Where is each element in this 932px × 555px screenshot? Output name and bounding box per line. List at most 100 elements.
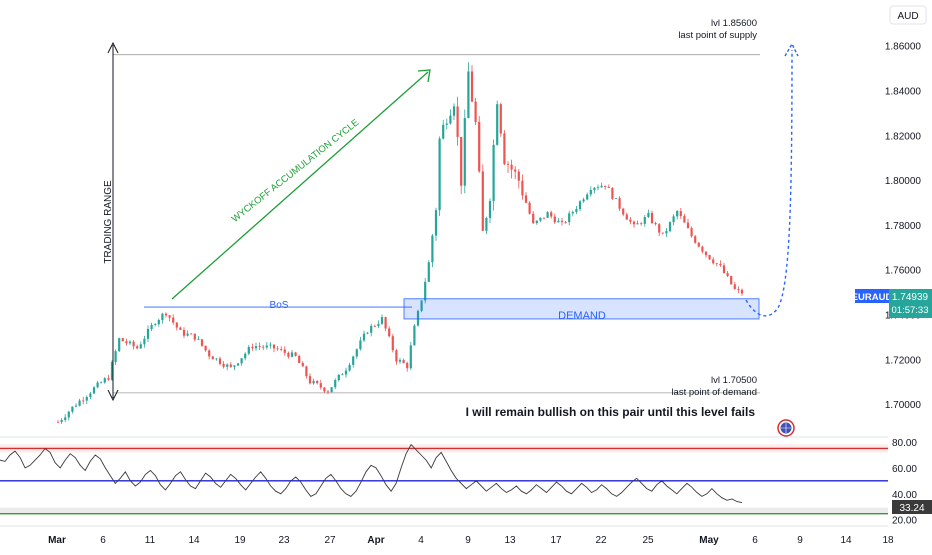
candle-body — [575, 209, 578, 212]
candle-body — [96, 382, 99, 388]
candle-body — [366, 332, 369, 334]
candle-body — [308, 376, 312, 384]
currency-box[interactable] — [889, 5, 927, 25]
price-tick-label: 1.72000 — [885, 355, 922, 366]
candle-body — [71, 406, 74, 412]
candle-body — [503, 133, 506, 165]
candle-body — [398, 359, 402, 362]
time-tick-label: 11 — [145, 535, 156, 546]
time-tick-label: 13 — [504, 535, 516, 546]
candle-body — [672, 216, 675, 223]
candle-body — [100, 382, 103, 384]
rsi-tick-label: 20.00 — [892, 516, 917, 527]
time-tick-label: 18 — [882, 535, 894, 546]
rsi-tick-label: 40.00 — [892, 490, 917, 501]
candle-body — [143, 338, 146, 345]
candle-body — [211, 356, 214, 360]
candle-body — [625, 214, 628, 220]
candle-body — [344, 370, 348, 375]
candle-body — [283, 349, 286, 353]
last-price-label: 1.74939 — [892, 292, 929, 303]
time-tick-label: 23 — [278, 535, 290, 546]
candle-body — [326, 391, 330, 393]
wyckoff-arrow — [171, 71, 429, 300]
time-tick-label: 22 — [595, 535, 607, 546]
candle-body — [388, 328, 391, 337]
candle-body — [218, 358, 222, 364]
candle-body — [348, 364, 351, 371]
rsi-value-tag — [892, 500, 932, 514]
candle-body — [355, 349, 358, 357]
symbol-tag[interactable] — [855, 289, 889, 303]
candle-body — [56, 421, 60, 423]
candle-body — [737, 288, 740, 290]
demand-zone — [403, 298, 760, 320]
candle-body — [78, 400, 81, 406]
candle-body — [92, 387, 96, 394]
candle-body — [334, 380, 337, 388]
candle-body — [571, 211, 574, 214]
candle-body — [395, 350, 398, 362]
candle-body — [330, 387, 333, 393]
demand-level-label: lvl 1.70500 — [711, 375, 757, 386]
candle-body — [712, 259, 715, 264]
time-tick-label: 27 — [324, 535, 336, 546]
candle-body — [186, 333, 189, 336]
candle-body — [265, 345, 268, 348]
candle-body — [175, 322, 178, 328]
candle-body — [697, 242, 700, 247]
candle-body — [683, 216, 686, 223]
candle-body — [690, 228, 693, 237]
candle-body — [564, 221, 567, 223]
price-tick-label: 1.70000 — [885, 400, 922, 411]
candle-body — [280, 349, 283, 351]
candle-body — [636, 223, 639, 225]
candle-body — [553, 216, 556, 223]
candle-body — [485, 217, 488, 231]
price-tick-label: 1.86000 — [885, 42, 922, 53]
candle-body — [301, 363, 304, 367]
candle-body — [110, 362, 114, 380]
time-tick-label: 14 — [188, 535, 200, 546]
candle-body — [524, 195, 528, 203]
candle-body — [290, 352, 294, 357]
candle-body — [370, 325, 373, 333]
candle-body — [269, 344, 272, 346]
rsi-line — [0, 443, 743, 504]
candle-body — [431, 235, 434, 263]
candle-body — [136, 346, 139, 349]
candle-body — [236, 363, 240, 366]
candle-body — [172, 317, 175, 323]
candle-body — [463, 118, 466, 186]
candle-body — [535, 220, 538, 224]
candle-body — [722, 265, 726, 274]
candle-body — [64, 417, 67, 420]
time-tick-label: May — [699, 535, 719, 546]
candle-body — [377, 323, 380, 326]
candle-body — [614, 198, 618, 200]
candle-body — [89, 393, 92, 398]
candle-body — [539, 217, 542, 221]
candle-body — [373, 325, 376, 327]
candle-body — [492, 144, 495, 201]
price-tick-label: 1.78000 — [885, 221, 922, 232]
candle-body — [60, 419, 63, 423]
time-tick-label: 4 — [418, 535, 424, 546]
candle-body — [506, 164, 510, 166]
candle-body — [650, 213, 654, 224]
candle-body — [215, 358, 218, 360]
candle-body — [82, 400, 85, 402]
candle-body — [740, 289, 744, 294]
candle-body — [557, 220, 560, 223]
candle-body — [456, 106, 459, 137]
candle-body — [686, 222, 690, 229]
globe-icon[interactable] — [777, 419, 795, 437]
candle-body — [323, 387, 326, 392]
annotation-overlays — [107, 41, 799, 402]
candle-body — [607, 186, 610, 188]
time-tick-label: Mar — [48, 535, 66, 546]
candle-body — [352, 356, 355, 365]
candle-body — [467, 71, 470, 119]
candle-body — [604, 185, 607, 187]
